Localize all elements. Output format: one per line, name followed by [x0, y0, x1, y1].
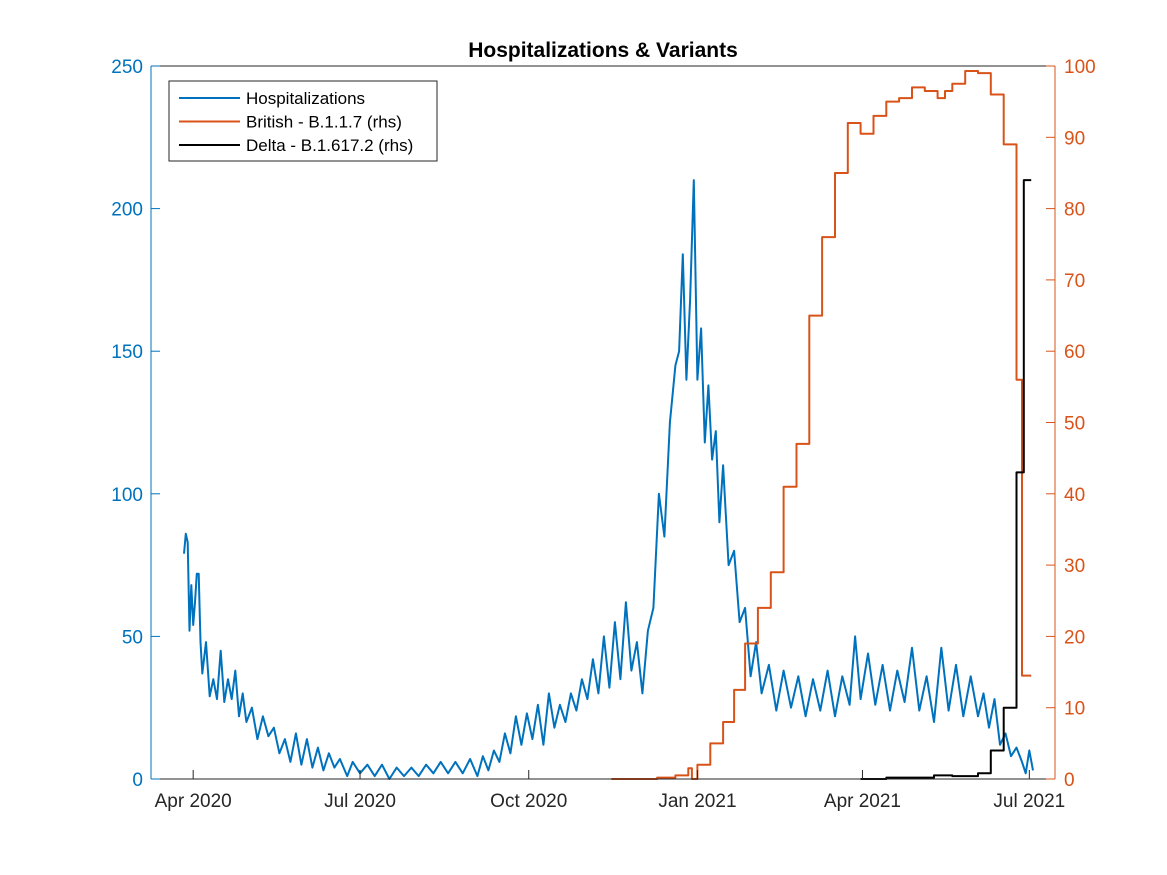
right-y-tick-label: 50 [1064, 414, 1085, 435]
x-tick-label: Apr 2020 [155, 791, 232, 812]
right-y-tick-label: 0 [1064, 770, 1075, 791]
right-y-tick-label: 30 [1064, 556, 1085, 577]
x-tick-label: Jan 2021 [658, 791, 736, 812]
plot-lines [183, 70, 1034, 780]
hospitalizations-line [183, 179, 1034, 780]
legend: Hospitalizations British - B.1.1.7 (rhs) D… [168, 80, 438, 162]
right-y-tick-label: 20 [1064, 627, 1085, 648]
right-y-tick-label: 100 [1064, 57, 1096, 78]
left-y-tick-label: 150 [111, 342, 143, 363]
left-y-tick-label: 0 [132, 770, 143, 791]
chart-title: Hospitalizations & Variants [468, 39, 738, 62]
legend-item-british: British - B.1.1.7 (rhs) [179, 113, 402, 132]
legend-item-delta: Delta - B.1.617.2 (rhs) [179, 136, 413, 155]
left-y-tick-label: 250 [111, 57, 143, 78]
delta-variant-line [860, 179, 1032, 780]
x-tick-label: Jul 2020 [324, 791, 396, 812]
right-y-tick-label: 60 [1064, 342, 1085, 363]
right-y-tick-label: 10 [1064, 699, 1085, 720]
left-y-tick-label: 50 [122, 627, 143, 648]
axes: 0 50 100 150 200 250 0 10 20 30 40 50 60 70 80 90 100 Apr… [111, 57, 1095, 812]
left-y-tick-label: 200 [111, 200, 143, 221]
x-tick-label: Apr 2021 [824, 791, 901, 812]
legend-label: Hospitalizations [246, 89, 365, 108]
british-variant-line [611, 70, 1032, 780]
left-y-tick-label: 100 [111, 485, 143, 506]
legend-label: Delta - B.1.617.2 (rhs) [246, 136, 413, 155]
right-y-tick-label: 40 [1064, 485, 1085, 506]
x-tick-label: Oct 2020 [490, 791, 567, 812]
legend-item-hospitalizations: Hospitalizations [179, 89, 365, 108]
right-y-tick-label: 90 [1064, 128, 1085, 149]
legend-label: British - B.1.1.7 (rhs) [246, 113, 402, 132]
right-y-tick-label: 80 [1064, 200, 1085, 221]
right-y-tick-label: 70 [1064, 271, 1085, 292]
x-tick-label: Jul 2021 [993, 791, 1065, 812]
